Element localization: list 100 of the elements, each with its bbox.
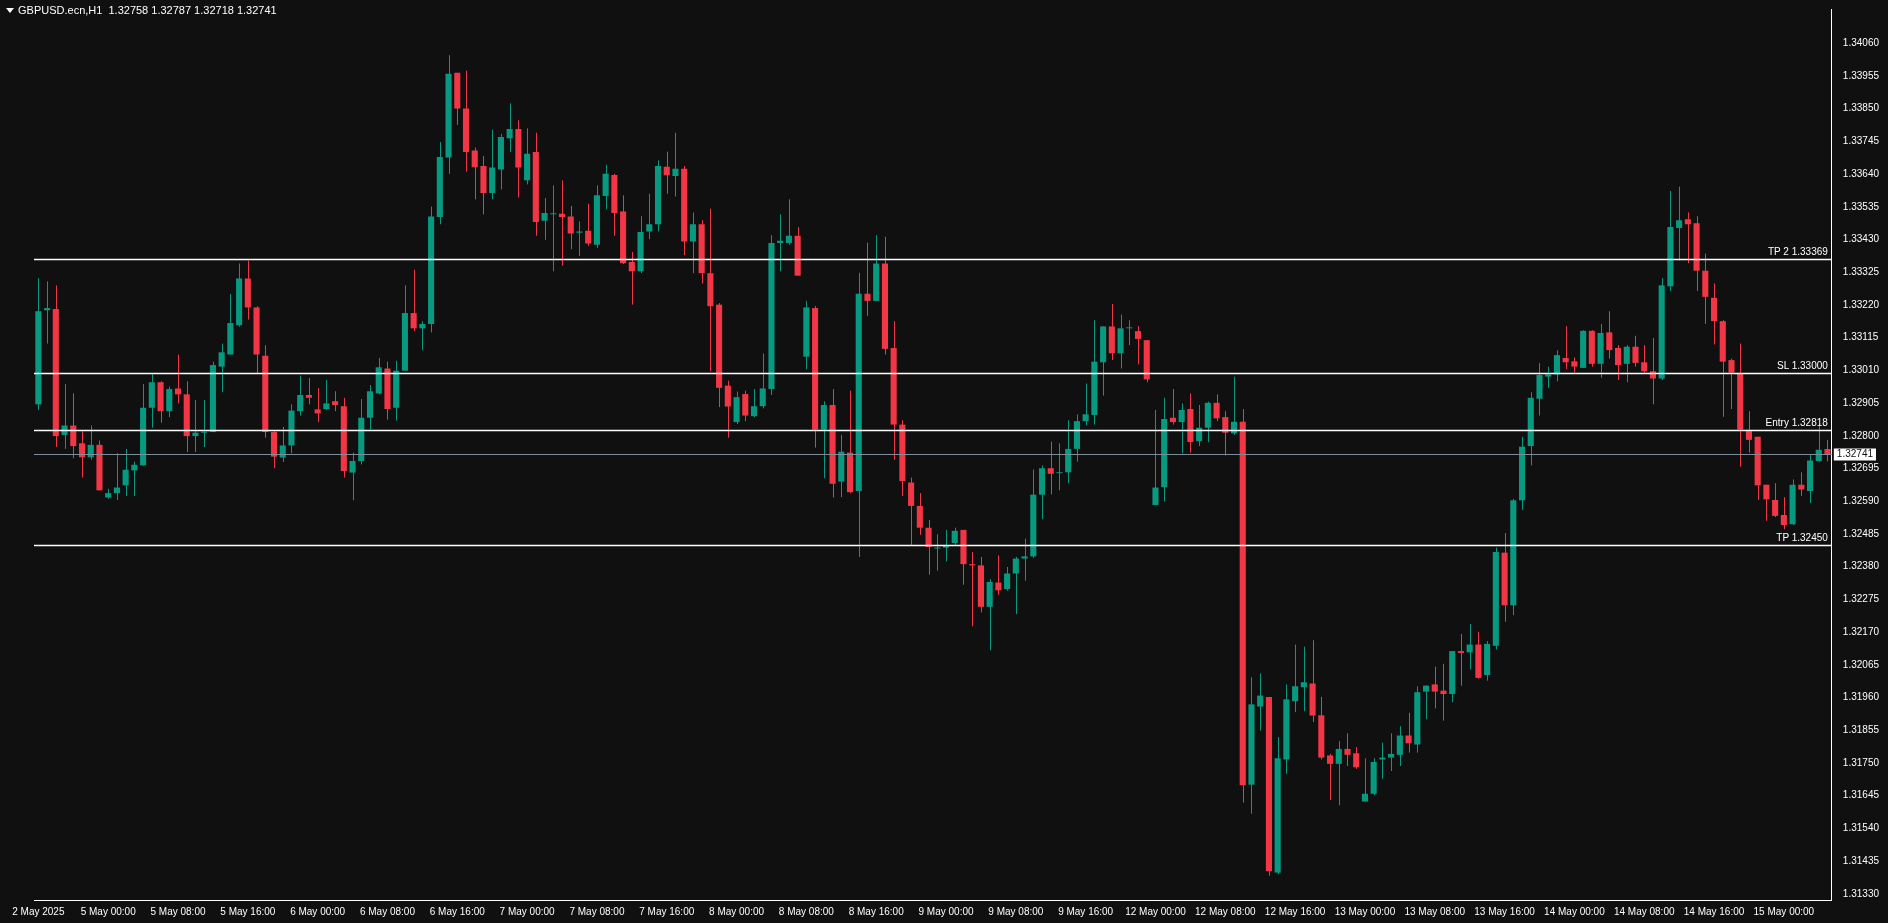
y-tick-label: 1.33850: [1842, 102, 1880, 114]
y-tick-label: 1.33430: [1842, 233, 1880, 245]
candlestick: [1536, 362, 1543, 417]
candlestick: [1676, 186, 1683, 261]
candlestick: [332, 390, 339, 412]
candlestick: [1745, 410, 1752, 454]
candlestick: [506, 102, 513, 153]
candlestick: [567, 205, 574, 250]
x-tick-label: 2 May 2025: [12, 905, 65, 917]
candlestick: [1213, 393, 1220, 422]
candlestick: [1641, 344, 1648, 374]
ref-line-label: SL 1.33000: [1777, 360, 1829, 372]
y-tick-label: 1.32590: [1842, 494, 1880, 506]
candlestick: [44, 280, 51, 345]
candlestick: [1134, 325, 1142, 365]
x-tick-label: 13 May 08:00: [1404, 905, 1466, 917]
candlestick: [1353, 746, 1360, 770]
x-tick-label: 6 May 16:00: [429, 905, 486, 917]
x-tick-label: 5 May 08:00: [150, 905, 206, 917]
candlestick: [1457, 633, 1464, 687]
candlestick: [1728, 358, 1735, 410]
y-tick-label: 1.31855: [1842, 723, 1880, 735]
candlestick: [628, 251, 635, 306]
candlestick: [864, 242, 871, 317]
candlestick: [78, 430, 86, 479]
candlestick: [1388, 732, 1395, 772]
candlestick: [672, 132, 679, 198]
candlestick: [1632, 335, 1639, 368]
y-tick-label: 1.32170: [1842, 625, 1880, 637]
candlestick: [166, 386, 173, 418]
candlestick: [1824, 439, 1831, 462]
y-tick-label: 1.32065: [1842, 658, 1880, 670]
candlestick: [192, 399, 199, 453]
candlestick: [218, 343, 225, 393]
candlestick: [1004, 566, 1011, 592]
candlestick: [70, 392, 77, 459]
y-tick-label: 1.31540: [1842, 822, 1880, 834]
candlestick: [349, 452, 356, 501]
x-tick-label: 9 May 16:00: [1058, 905, 1114, 917]
x-tick-label: 5 May 00:00: [80, 905, 137, 917]
candlestick: [279, 426, 286, 463]
y-tick-label: 1.31330: [1842, 887, 1880, 899]
y-tick-label: 1.32485: [1842, 527, 1880, 539]
y-tick-label: 1.33745: [1842, 135, 1880, 147]
candlestick: [1772, 482, 1779, 518]
y-tick-label: 1.32905: [1842, 396, 1880, 408]
y-tick-label: 1.32695: [1842, 462, 1880, 474]
x-tick-label: 8 May 08:00: [778, 905, 835, 917]
candlestick: [742, 390, 749, 422]
y-tick-label: 1.31960: [1842, 691, 1880, 703]
candlestick: [410, 269, 417, 332]
candlestick: [122, 448, 129, 497]
candlestick: [1623, 344, 1630, 383]
y-tick-label: 1.32275: [1842, 593, 1880, 605]
y-tick-label: 1.33010: [1842, 364, 1880, 376]
candlestick: [934, 533, 941, 572]
candlestick: [201, 399, 208, 448]
candlestick: [1292, 644, 1299, 713]
y-tick-label: 1.32380: [1842, 560, 1880, 572]
candlestick: [1257, 673, 1264, 732]
candlestick: [1553, 349, 1560, 382]
candlestick: [1178, 402, 1185, 454]
x-tick-label: 9 May 00:00: [918, 905, 974, 917]
y-tick-label: 1.31750: [1842, 756, 1880, 768]
y-tick-label: 1.33325: [1842, 266, 1880, 277]
candlestick: [585, 203, 592, 247]
candlestick: [925, 519, 932, 576]
candlestick: [1684, 211, 1691, 264]
candlestick: [1422, 684, 1430, 720]
candlestick: [1344, 732, 1351, 767]
x-tick-label: 6 May 00:00: [290, 905, 346, 917]
x-tick-label: 7 May 08:00: [569, 905, 625, 917]
x-tick-label: 5 May 16:00: [220, 905, 276, 917]
candlestick: [1763, 484, 1770, 522]
x-tick-label: 8 May 00:00: [709, 905, 765, 917]
x-tick-label: 12 May 08:00: [1194, 905, 1257, 917]
candlestick: [646, 193, 653, 240]
y-tick-label: 1.33640: [1842, 167, 1880, 179]
candlestick: [1440, 663, 1447, 722]
y-tick-label: 1.33220: [1842, 298, 1880, 310]
candlestick: [1606, 310, 1613, 360]
candlestick: [550, 184, 557, 272]
candlestick: [663, 151, 670, 195]
x-tick-label: 15 May 00:00: [1753, 905, 1815, 917]
y-tick-label: 1.31645: [1842, 789, 1880, 801]
candlestick: [1326, 753, 1334, 801]
candlestick: [777, 213, 784, 272]
candlestick: [1065, 419, 1072, 484]
candlestick: [1710, 282, 1718, 346]
candlestick: [1335, 740, 1342, 806]
candlestick: [1056, 442, 1063, 491]
candlestick: [471, 147, 478, 200]
candlestick: [1545, 366, 1552, 389]
candlestick: [1614, 344, 1622, 381]
candlestick: [602, 164, 609, 210]
candlestick: [785, 198, 792, 246]
x-tick-label: 14 May 00:00: [1544, 905, 1606, 917]
x-tick-label: 6 May 08:00: [359, 905, 416, 917]
candlestick: [1431, 666, 1438, 709]
x-tick-label: 14 May 16:00: [1683, 905, 1745, 917]
